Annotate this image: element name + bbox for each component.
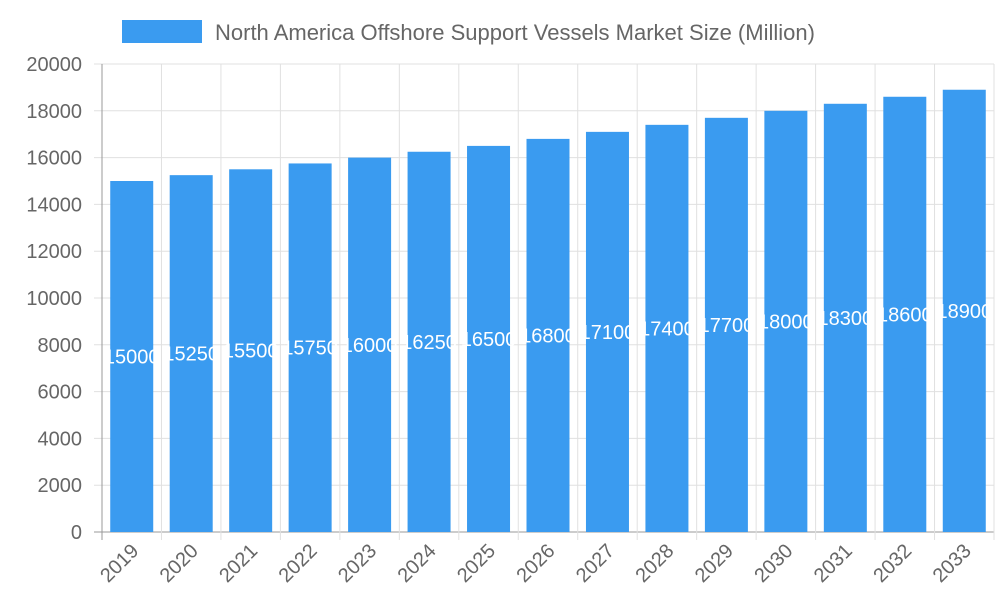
data-label: 17700	[699, 315, 755, 337]
bar-2026[interactable]	[526, 138, 570, 532]
x-tick-label: 2022	[275, 540, 322, 587]
y-tick-label: 6000	[38, 382, 83, 404]
y-tick-label: 12000	[26, 241, 82, 263]
x-tick-label: 2025	[453, 540, 500, 587]
x-axis: 2019 2020 2021 2022 2023 2024 2025 2026 2027 2028…	[96, 540, 976, 587]
data-label: 18000	[758, 311, 814, 333]
y-tick-label: 16000	[26, 148, 82, 170]
bar-2025[interactable]	[467, 145, 511, 532]
legend-swatch	[122, 20, 202, 43]
bar-2020[interactable]	[169, 175, 213, 532]
y-tick-label: 18000	[26, 101, 82, 123]
x-tick-label: 2020	[156, 540, 203, 587]
data-label: 17100	[580, 322, 636, 344]
bar-2022[interactable]	[288, 163, 332, 532]
data-label: 18300	[818, 308, 874, 330]
y-tick-label: 0	[71, 522, 82, 544]
x-tick-label: 2033	[929, 540, 976, 587]
y-tick-label: 8000	[38, 335, 83, 357]
bar-2024[interactable]	[407, 151, 451, 532]
data-label: 16000	[342, 335, 398, 357]
bar-2032[interactable]	[883, 96, 927, 532]
legend-label[interactable]: North America Offshore Support Vessels M…	[215, 20, 815, 45]
legend[interactable]: North America Offshore Support Vessels M…	[122, 20, 815, 45]
x-tick-label: 2028	[631, 540, 678, 587]
data-label: 16800	[520, 325, 576, 347]
bar-2023[interactable]	[348, 157, 392, 532]
data-label: 18600	[877, 304, 933, 326]
x-tick-label: 2021	[215, 540, 262, 587]
data-label: 17400	[639, 318, 695, 340]
x-tick-label: 2024	[394, 540, 441, 587]
x-tick-label: 2032	[869, 540, 916, 587]
bar-2030[interactable]	[764, 110, 808, 533]
y-tick-label: 2000	[38, 475, 83, 497]
bar-2019[interactable]	[110, 181, 154, 532]
bar-2029[interactable]	[704, 117, 748, 532]
y-tick-label: 14000	[26, 194, 82, 216]
bar-2027[interactable]	[585, 131, 629, 533]
x-tick-label: 2029	[691, 540, 738, 587]
y-axis: 0 2000 4000 6000 8000 10000 12000 14000 16000 180…	[26, 54, 82, 544]
x-tick-label: 2023	[334, 540, 381, 587]
data-label: 15000	[104, 347, 160, 369]
y-tick-label: 4000	[38, 428, 83, 450]
bar-2021[interactable]	[229, 169, 273, 533]
bars: 15000 15250 15500 15750 16000 16250 16500 16800…	[104, 89, 992, 533]
data-label: 15750	[282, 338, 338, 360]
bar-2033[interactable]	[942, 89, 986, 533]
x-tick-label: 2019	[96, 540, 143, 587]
x-tick-label: 2026	[513, 540, 560, 587]
data-label: 16500	[461, 329, 517, 351]
y-tick-label: 20000	[26, 54, 82, 76]
bar-2031[interactable]	[823, 103, 867, 532]
y-tick-label: 10000	[26, 288, 82, 310]
data-label: 15250	[163, 344, 219, 366]
x-tick-label: 2030	[750, 540, 797, 587]
data-label: 16250	[401, 332, 457, 354]
x-tick-label: 2027	[572, 540, 619, 587]
bar-2028[interactable]	[645, 124, 689, 532]
x-tick-label: 2031	[810, 540, 857, 587]
data-label: 15500	[223, 341, 279, 363]
data-label: 18900	[936, 301, 992, 323]
